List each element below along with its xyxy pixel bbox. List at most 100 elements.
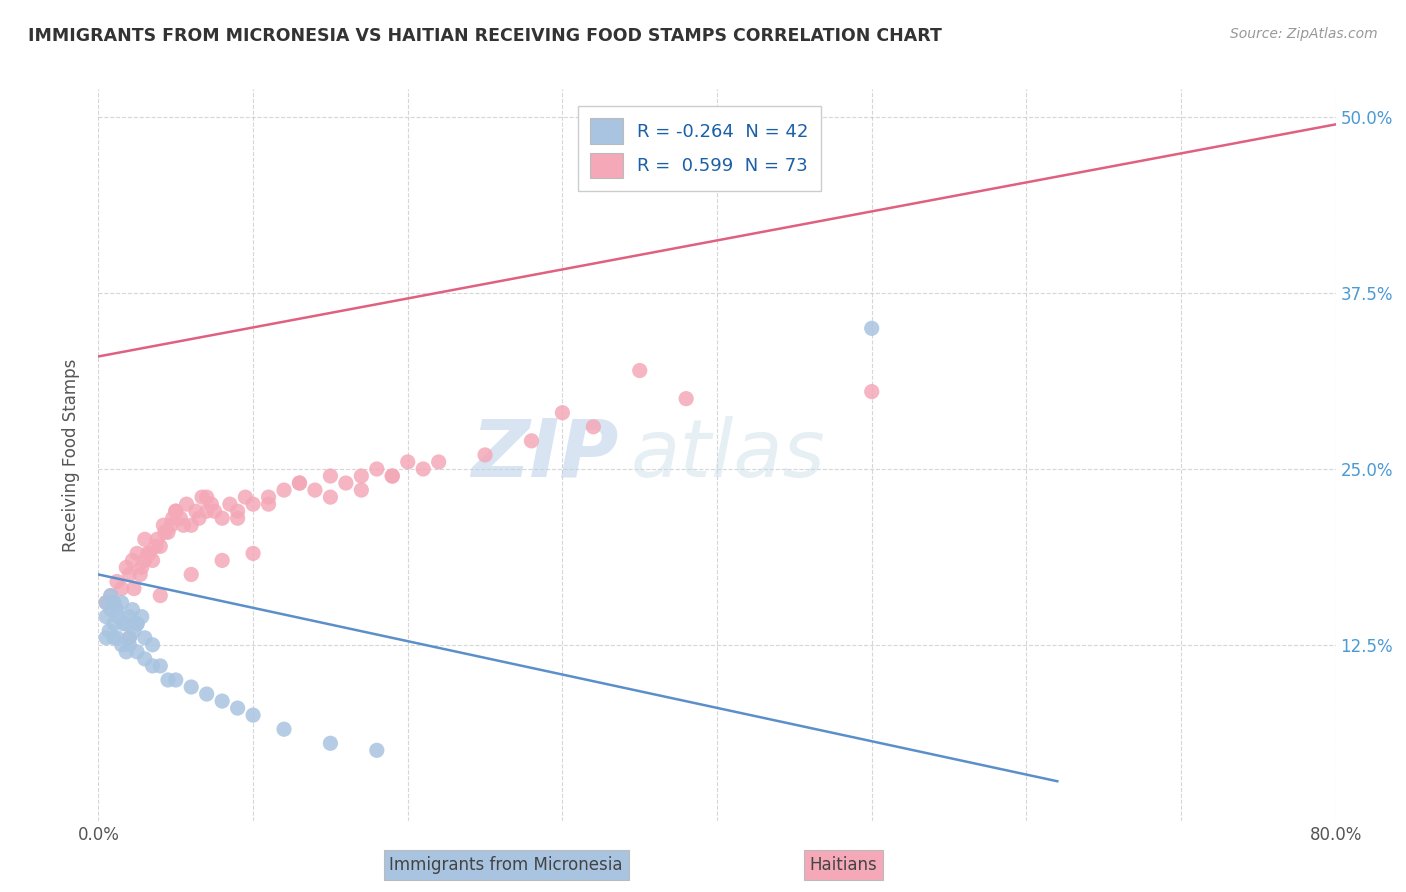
Point xyxy=(180,518,202,533)
Point xyxy=(122,624,145,638)
Point xyxy=(319,469,342,483)
Point xyxy=(304,483,326,497)
Point xyxy=(127,616,149,631)
Point xyxy=(149,589,172,603)
Point xyxy=(129,567,152,582)
Point xyxy=(131,560,153,574)
Point xyxy=(288,476,311,491)
Point xyxy=(134,652,156,666)
Point xyxy=(100,602,122,616)
Point xyxy=(628,363,651,377)
Point xyxy=(180,680,202,694)
Point xyxy=(127,616,149,631)
Point xyxy=(103,596,125,610)
Point xyxy=(100,589,122,603)
Point xyxy=(118,638,141,652)
Legend: R = -0.264  N = 42, R =  0.599  N = 73: R = -0.264 N = 42, R = 0.599 N = 73 xyxy=(578,105,821,191)
Point xyxy=(118,631,141,645)
Point xyxy=(335,476,357,491)
Point xyxy=(103,631,125,645)
Text: Haitians: Haitians xyxy=(810,855,877,873)
Point xyxy=(381,469,404,483)
Point xyxy=(195,504,218,518)
Point xyxy=(242,497,264,511)
Text: atlas: atlas xyxy=(630,416,825,494)
Point xyxy=(127,546,149,560)
Point xyxy=(219,497,242,511)
Point xyxy=(149,659,172,673)
Point xyxy=(412,462,434,476)
Point xyxy=(675,392,697,406)
Point xyxy=(96,631,118,645)
Point xyxy=(157,525,180,540)
Point xyxy=(165,504,187,518)
Point xyxy=(118,631,141,645)
Point xyxy=(257,490,280,504)
Point xyxy=(235,490,257,504)
Text: IMMIGRANTS FROM MICRONESIA VS HAITIAN RECEIVING FOOD STAMPS CORRELATION CHART: IMMIGRANTS FROM MICRONESIA VS HAITIAN RE… xyxy=(28,27,942,45)
Point xyxy=(366,462,388,476)
Point xyxy=(160,518,183,533)
Point xyxy=(211,553,233,567)
Point xyxy=(396,455,419,469)
Point xyxy=(134,533,156,547)
Point xyxy=(152,518,174,533)
Point xyxy=(188,511,211,525)
Point xyxy=(118,609,141,624)
Point xyxy=(366,743,388,757)
Point xyxy=(142,638,165,652)
Point xyxy=(134,631,156,645)
Point xyxy=(257,497,280,511)
Point xyxy=(165,504,187,518)
Point xyxy=(319,490,342,504)
Point xyxy=(551,406,574,420)
Point xyxy=(165,673,187,687)
Point xyxy=(273,723,295,737)
Point xyxy=(319,736,342,750)
Point xyxy=(176,497,198,511)
Point xyxy=(115,616,138,631)
Text: ZIP: ZIP xyxy=(471,416,619,494)
Point xyxy=(226,701,249,715)
Point xyxy=(860,321,883,335)
Point xyxy=(191,490,214,504)
Point xyxy=(111,638,134,652)
Point xyxy=(122,582,145,596)
Point xyxy=(138,546,160,560)
Point xyxy=(96,596,118,610)
Point xyxy=(381,469,404,483)
Point xyxy=(211,511,233,525)
Point xyxy=(211,694,233,708)
Point xyxy=(111,582,134,596)
Point xyxy=(145,539,167,553)
Point xyxy=(226,504,249,518)
Point xyxy=(127,645,149,659)
Text: Immigrants from Micronesia: Immigrants from Micronesia xyxy=(389,855,623,873)
Point xyxy=(98,624,121,638)
Point xyxy=(134,553,156,567)
Point xyxy=(242,708,264,723)
Point xyxy=(474,448,496,462)
Point xyxy=(582,419,605,434)
Point xyxy=(105,631,128,645)
Point xyxy=(162,511,184,525)
Point xyxy=(142,659,165,673)
Point xyxy=(184,504,207,518)
Point xyxy=(204,504,226,518)
Point xyxy=(100,589,122,603)
Point xyxy=(118,567,141,582)
Point xyxy=(107,609,129,624)
Y-axis label: Receiving Food Stamps: Receiving Food Stamps xyxy=(62,359,80,551)
Point xyxy=(112,616,135,631)
Point xyxy=(136,546,159,560)
Point xyxy=(103,596,125,610)
Point xyxy=(153,525,176,540)
Point xyxy=(860,384,883,399)
Point xyxy=(195,490,218,504)
Point xyxy=(103,616,125,631)
Point xyxy=(195,687,218,701)
Point xyxy=(157,673,180,687)
Point xyxy=(427,455,450,469)
Point xyxy=(105,574,128,589)
Point xyxy=(115,645,138,659)
